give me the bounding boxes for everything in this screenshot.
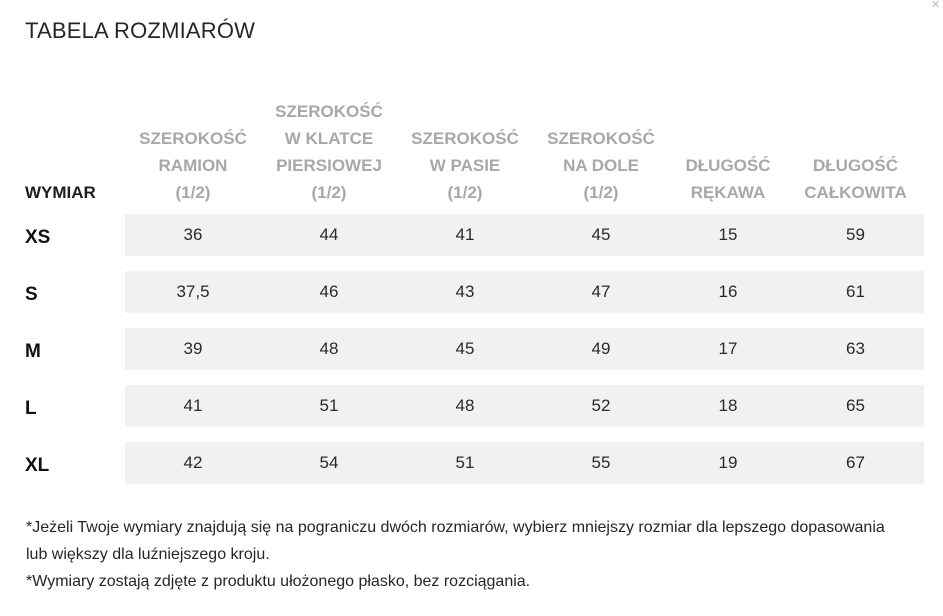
header-line: SZEROKOŚĆ <box>547 129 655 148</box>
note-borderline-sizes: *Jeżeli Twoje wymiary znajdują się na po… <box>26 519 885 563</box>
size-table: WYMIAR SZEROKOŚĆ RAMION (1/2) SZEROKOŚĆ … <box>22 98 924 484</box>
size-label: S <box>22 271 125 313</box>
page-title: TABELA ROZMIARÓW <box>25 18 256 43</box>
column-header-waist-width: SZEROKOŚĆ W PASIE (1/2) <box>397 98 533 214</box>
cell-bottom-width: 52 <box>533 385 669 427</box>
table-row-l: L 41 51 48 52 18 65 <box>22 385 924 427</box>
cell-chest-width: 46 <box>261 271 397 313</box>
size-label: XS <box>22 214 125 256</box>
cell-total-length: 67 <box>787 442 924 484</box>
column-header-total-length: DŁUGOŚĆ CAŁKOWITA <box>787 98 924 214</box>
header-line: NA DOLE <box>563 156 639 175</box>
header-line: SZEROKOŚĆ <box>139 129 247 148</box>
column-header-sleeve-length: DŁUGOŚĆ RĘKAWA <box>669 98 787 214</box>
cell-bottom-width: 55 <box>533 442 669 484</box>
size-label: XL <box>22 442 125 484</box>
cell-total-length: 63 <box>787 328 924 370</box>
header-line: CAŁKOWITA <box>804 183 907 202</box>
cell-chest-width: 48 <box>261 328 397 370</box>
cell-waist-width: 48 <box>397 385 533 427</box>
table-row-s: S 37,5 46 43 47 16 61 <box>22 271 924 313</box>
cell-shoulder-width: 37,5 <box>125 271 261 313</box>
cell-sleeve-length: 18 <box>669 385 787 427</box>
cell-shoulder-width: 42 <box>125 442 261 484</box>
cell-total-length: 61 <box>787 271 924 313</box>
cell-waist-width: 43 <box>397 271 533 313</box>
header-line: W PASIE <box>429 156 501 175</box>
header-line: DŁUGOŚĆ <box>685 156 771 175</box>
table-row-m: M 39 48 45 49 17 63 <box>22 328 924 370</box>
cell-chest-width: 51 <box>261 385 397 427</box>
cell-chest-width: 44 <box>261 214 397 256</box>
cell-waist-width: 45 <box>397 328 533 370</box>
header-line: DŁUGOŚĆ <box>813 156 898 175</box>
cell-chest-width: 54 <box>261 442 397 484</box>
column-header-shoulder-width: SZEROKOŚĆ RAMION (1/2) <box>125 98 261 214</box>
close-icon[interactable]: × <box>931 0 940 13</box>
header-line: SZEROKOŚĆ <box>275 102 383 121</box>
column-header-chest-width: SZEROKOŚĆ W KLATCE PIERSIOWEJ (1/2) <box>261 98 397 214</box>
cell-total-length: 59 <box>787 214 924 256</box>
header-line: RĘKAWA <box>690 183 766 202</box>
cell-waist-width: 51 <box>397 442 533 484</box>
cell-bottom-width: 49 <box>533 328 669 370</box>
cell-shoulder-width: 39 <box>125 328 261 370</box>
table-row-xs: XS 36 44 41 45 15 59 <box>22 214 924 256</box>
column-header-wymiar: WYMIAR <box>25 183 96 202</box>
table-row-xl: XL 42 54 51 55 19 67 <box>22 442 924 484</box>
header-line: PIERSIOWEJ <box>276 156 382 175</box>
header-line: SZEROKOŚĆ <box>411 129 519 148</box>
size-notes: *Jeżeli Twoje wymiary znajdują się na po… <box>26 514 906 595</box>
cell-sleeve-length: 15 <box>669 214 787 256</box>
header-line: (1/2) <box>447 183 483 202</box>
column-header-bottom-width: SZEROKOŚĆ NA DOLE (1/2) <box>533 98 669 214</box>
cell-sleeve-length: 17 <box>669 328 787 370</box>
note-flat-measurement: *Wymiary zostają zdjęte z produktu ułożo… <box>26 573 531 590</box>
header-line: (1/2) <box>175 183 211 202</box>
cell-bottom-width: 45 <box>533 214 669 256</box>
header-line: (1/2) <box>311 183 347 202</box>
cell-sleeve-length: 16 <box>669 271 787 313</box>
cell-total-length: 65 <box>787 385 924 427</box>
header-line: (1/2) <box>583 183 619 202</box>
cell-shoulder-width: 41 <box>125 385 261 427</box>
cell-sleeve-length: 19 <box>669 442 787 484</box>
cell-shoulder-width: 36 <box>125 214 261 256</box>
cell-waist-width: 41 <box>397 214 533 256</box>
size-label: L <box>22 385 125 427</box>
size-label: M <box>22 328 125 370</box>
header-line: RAMION <box>158 156 228 175</box>
cell-bottom-width: 47 <box>533 271 669 313</box>
table-header-row: WYMIAR SZEROKOŚĆ RAMION (1/2) SZEROKOŚĆ … <box>22 98 924 214</box>
header-line: W KLATCE <box>284 129 374 148</box>
